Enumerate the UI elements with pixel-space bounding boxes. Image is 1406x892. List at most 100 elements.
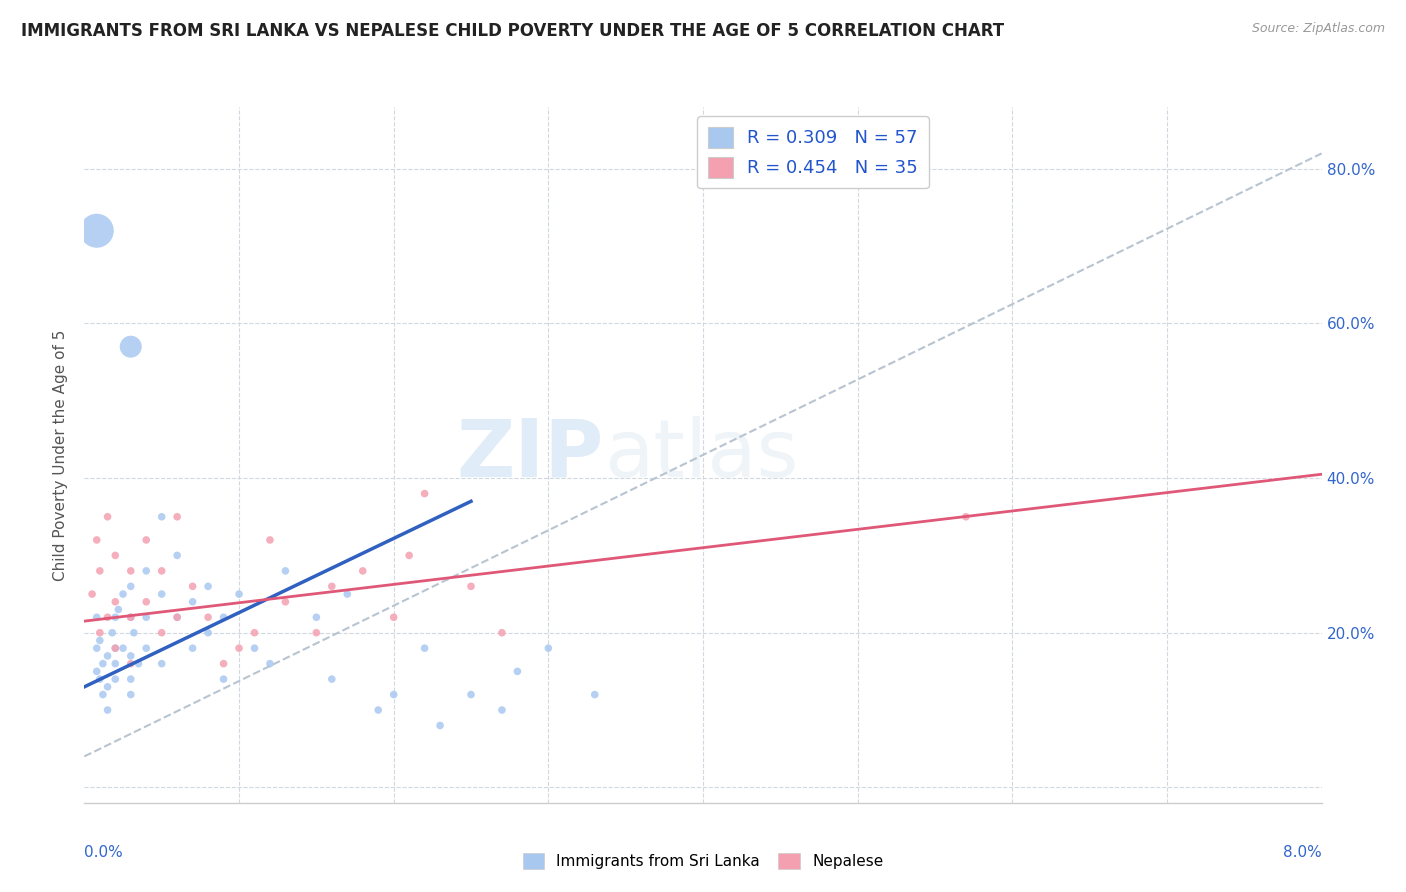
Point [181,641,204,656]
Point [352,564,374,578]
Legend: Immigrants from Sri Lanka, Nepalese: Immigrants from Sri Lanka, Nepalese [516,847,890,875]
Point [86,224,108,238]
Point [413,641,436,656]
Point [96,703,120,717]
Point [243,625,266,640]
Text: 8.0%: 8.0% [1282,845,1322,860]
Point [150,625,173,640]
Point [86,533,108,547]
Point [89,633,111,648]
Point [150,564,173,578]
Point [89,625,111,640]
Point [166,509,188,524]
Point [135,595,157,609]
Point [120,688,142,702]
Point [413,486,436,500]
Point [460,579,482,593]
Point [181,579,204,593]
Point [86,665,108,679]
Point [336,587,359,601]
Point [96,648,120,663]
Point [120,657,142,671]
Point [398,549,420,563]
Text: atlas: atlas [605,416,799,494]
Point [120,672,142,686]
Point [491,703,513,717]
Point [96,509,120,524]
Point [212,672,235,686]
Point [321,579,343,593]
Point [367,703,389,717]
Point [120,610,142,624]
Point [212,657,235,671]
Point [82,587,104,601]
Point [101,625,124,640]
Point [305,610,328,624]
Point [135,564,157,578]
Point [91,688,114,702]
Point [382,688,405,702]
Point [197,579,219,593]
Text: ZIP: ZIP [457,416,605,494]
Point [181,595,204,609]
Point [197,610,219,624]
Legend: R = 0.309   N = 57, R = 0.454   N = 35: R = 0.309 N = 57, R = 0.454 N = 35 [697,116,929,188]
Point [305,625,328,640]
Point [120,564,142,578]
Point [112,641,135,656]
Point [96,680,120,694]
Point [537,641,560,656]
Point [135,610,157,624]
Point [197,625,219,640]
Point [212,610,235,624]
Point [120,579,142,593]
Point [228,641,250,656]
Point [243,641,266,656]
Point [166,610,188,624]
Point [104,641,127,656]
Point [228,587,250,601]
Point [104,672,127,686]
Point [104,595,127,609]
Point [274,595,297,609]
Point [491,625,513,640]
Point [120,610,142,624]
Point [135,533,157,547]
Point [166,549,188,563]
Point [460,688,482,702]
Point [583,688,606,702]
Point [120,648,142,663]
Point [112,587,135,601]
Point [150,587,173,601]
Point [166,610,188,624]
Text: IMMIGRANTS FROM SRI LANKA VS NEPALESE CHILD POVERTY UNDER THE AGE OF 5 CORRELATI: IMMIGRANTS FROM SRI LANKA VS NEPALESE CH… [21,22,1004,40]
Point [259,657,281,671]
Point [96,610,120,624]
Point [104,549,127,563]
Point [120,340,142,354]
Point [104,641,127,656]
Point [89,564,111,578]
Point [382,610,405,624]
Point [122,625,145,640]
Text: Source: ZipAtlas.com: Source: ZipAtlas.com [1251,22,1385,36]
Point [104,657,127,671]
Point [91,657,114,671]
Point [89,672,111,686]
Point [128,657,150,671]
Point [104,610,127,624]
Y-axis label: Child Poverty Under the Age of 5: Child Poverty Under the Age of 5 [53,329,69,581]
Point [506,665,529,679]
Point [274,564,297,578]
Point [86,610,108,624]
Point [150,509,173,524]
Point [321,672,343,686]
Point [150,657,173,671]
Text: 0.0%: 0.0% [84,845,124,860]
Point [86,641,108,656]
Point [135,641,157,656]
Point [107,602,129,616]
Point [955,509,977,524]
Point [429,718,451,732]
Point [259,533,281,547]
